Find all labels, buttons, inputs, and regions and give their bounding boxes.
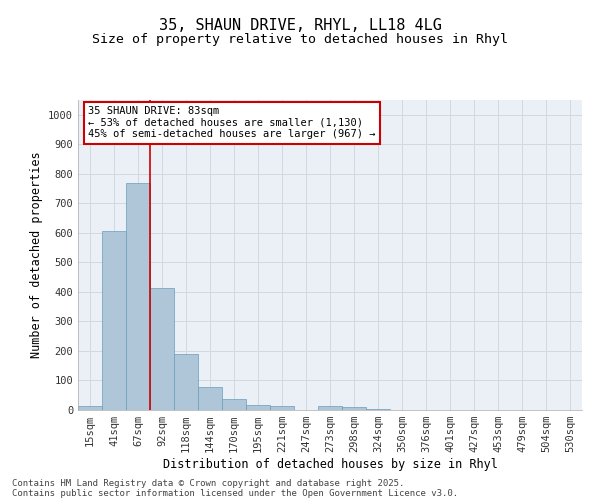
Bar [366, 408, 390, 410]
Text: 35, SHAUN DRIVE, RHYL, LL18 4LG: 35, SHAUN DRIVE, RHYL, LL18 4LG [158, 18, 442, 32]
Bar [198, 387, 222, 410]
Y-axis label: Number of detached properties: Number of detached properties [29, 152, 43, 358]
Text: Contains public sector information licensed under the Open Government Licence v3: Contains public sector information licen… [12, 488, 458, 498]
Bar [318, 406, 342, 410]
Text: Size of property relative to detached houses in Rhyl: Size of property relative to detached ho… [92, 32, 508, 46]
X-axis label: Distribution of detached houses by size in Rhyl: Distribution of detached houses by size … [163, 458, 497, 471]
Bar [78, 406, 102, 410]
Bar [270, 406, 294, 410]
Text: Contains HM Land Registry data © Crown copyright and database right 2025.: Contains HM Land Registry data © Crown c… [12, 478, 404, 488]
Bar [246, 404, 270, 410]
Bar [126, 182, 150, 410]
Bar [222, 399, 246, 410]
Bar [342, 407, 366, 410]
Bar [102, 232, 126, 410]
Text: 35 SHAUN DRIVE: 83sqm
← 53% of detached houses are smaller (1,130)
45% of semi-d: 35 SHAUN DRIVE: 83sqm ← 53% of detached … [88, 106, 376, 140]
Bar [174, 354, 198, 410]
Bar [150, 288, 174, 410]
